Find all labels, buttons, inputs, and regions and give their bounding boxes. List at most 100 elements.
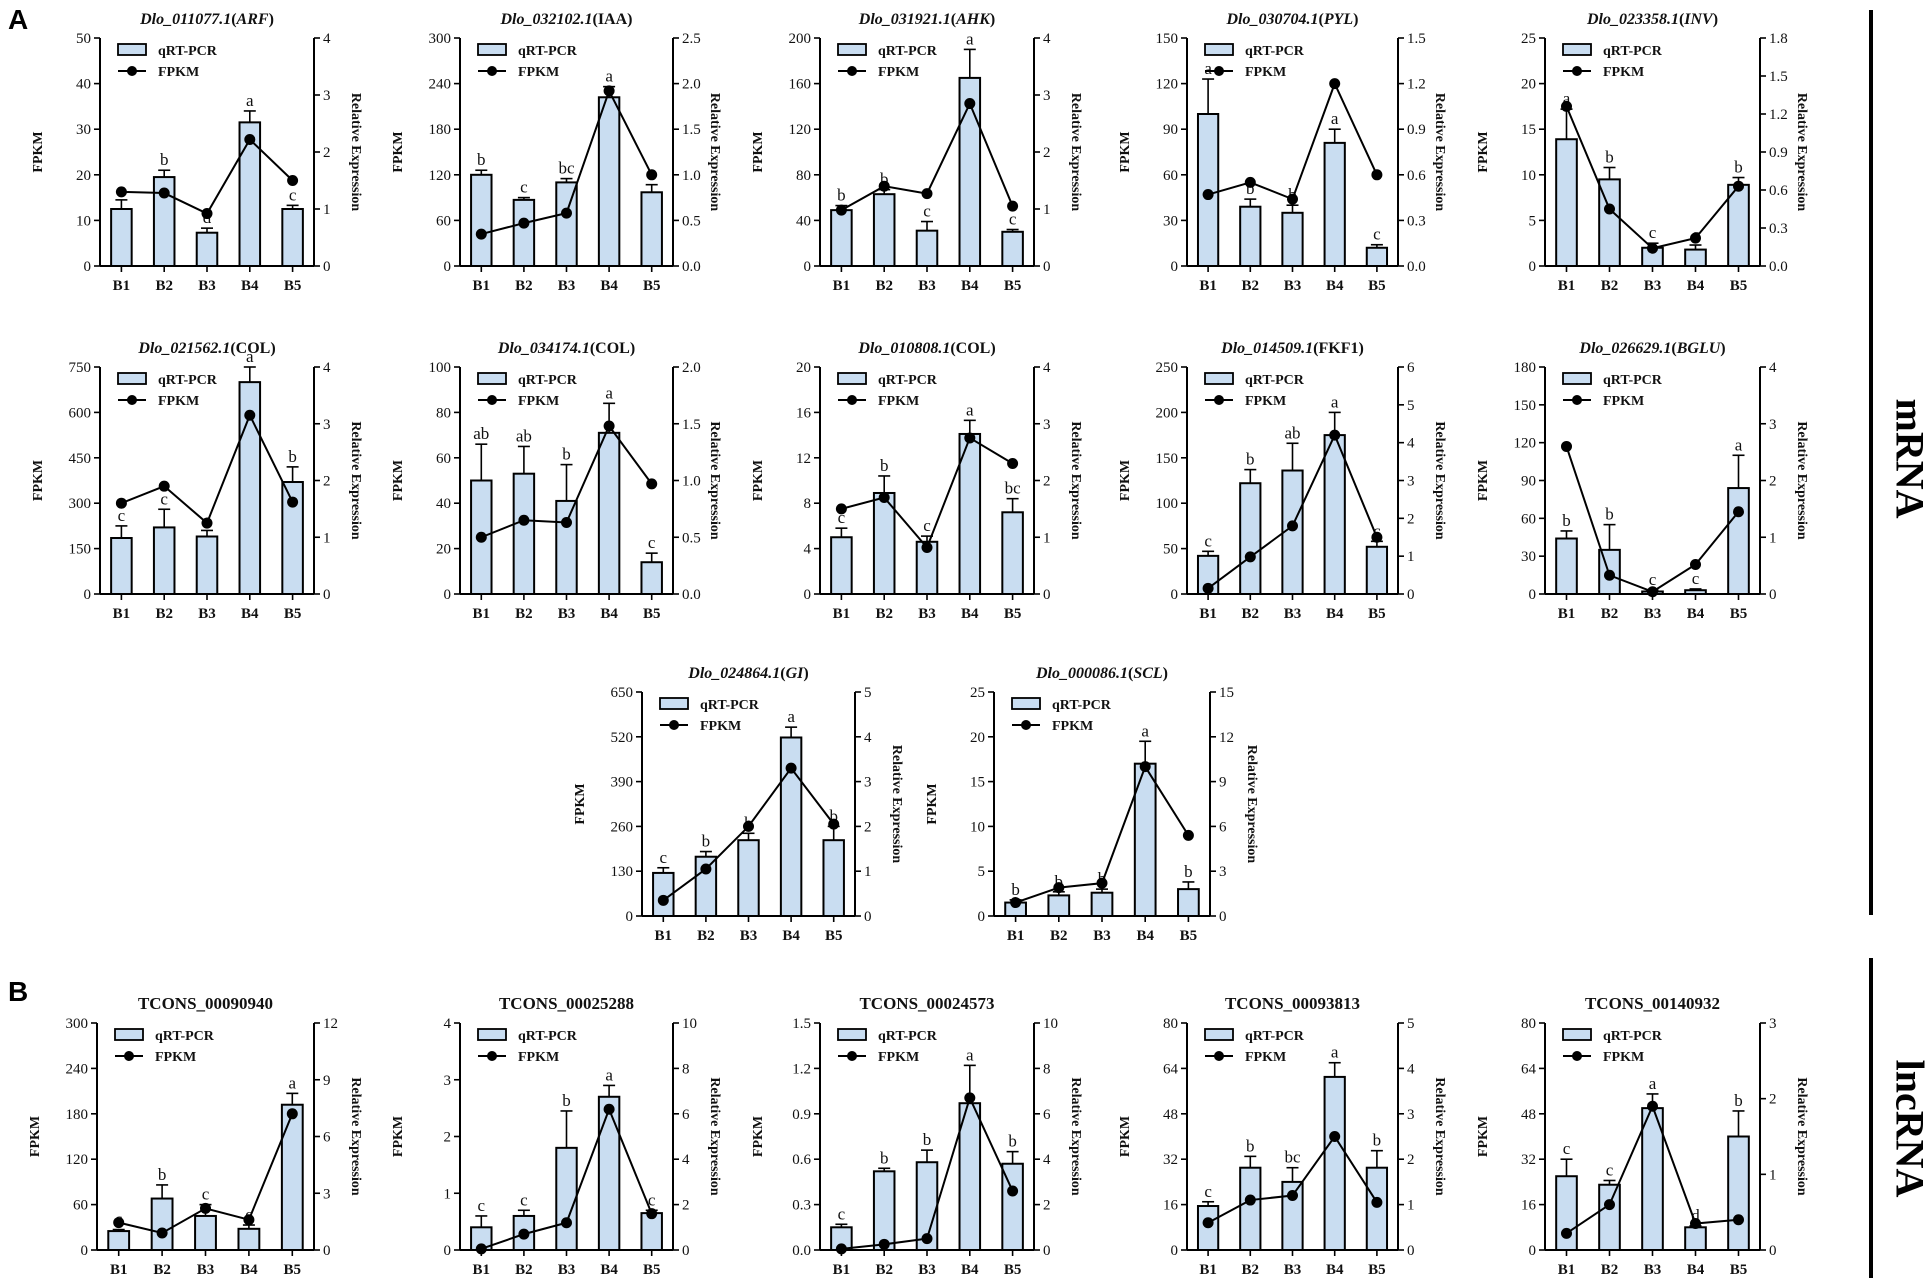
x-tick-label-B1: B1 (113, 606, 131, 622)
fpkm-point-B1 (835, 1243, 847, 1255)
legend-line-marker (669, 720, 679, 730)
left-tick-label: 150 (1514, 398, 1537, 414)
legend-bar-label: qRT-PCR (518, 1029, 578, 1044)
right-tick-label: 6 (1219, 819, 1227, 835)
fpkm-point-B2 (1604, 1199, 1615, 1211)
right-tick-label: 3 (864, 775, 872, 791)
legend-bar-label: qRT-PCR (1603, 44, 1663, 59)
significance-label: d (1691, 1206, 1700, 1225)
left-tick-label: 600 (69, 405, 92, 421)
fpkm-point-B5 (1007, 200, 1019, 212)
chart-11: Dlo_024864.1(GI)cbbab0130260390520650012… (573, 665, 904, 944)
fpkm-point-B2 (878, 1238, 890, 1250)
significance-label: c (838, 1204, 846, 1223)
chart-4: Dlo_030704.1(PYL)abbac03060901201500.00.… (1118, 11, 1447, 294)
chart-title: Dlo_026629.1(BGLU) (1578, 340, 1725, 357)
left-tick-label: 200 (789, 31, 812, 47)
bar-B4 (1323, 141, 1346, 268)
right-tick-label: 0.0 (682, 259, 701, 275)
left-axis-title: FPKM (573, 783, 588, 824)
fpkm-point-B5 (1733, 506, 1744, 518)
fpkm-point-B1 (113, 1217, 125, 1229)
legend-bar-label: qRT-PCR (518, 373, 578, 388)
fpkm-point-B2 (1244, 1194, 1256, 1206)
x-tick-label-B2: B2 (875, 606, 893, 622)
significance-label: a (1563, 89, 1571, 108)
significance-label: b (477, 150, 486, 169)
bar-B2 (872, 193, 896, 267)
left-tick-label: 20 (76, 168, 91, 184)
chart-2: Dlo_032102.1(IAA)bcbcac0601201802403000.… (391, 11, 722, 294)
left-tick-label: 0 (1171, 1243, 1179, 1259)
fpkm-line (121, 412, 294, 525)
significance-label: b (1055, 872, 1064, 891)
right-axis-title: Relative Expression (1432, 93, 1447, 212)
x-tick-label-B5: B5 (643, 1262, 661, 1278)
right-tick-label: 1 (1407, 1198, 1415, 1214)
right-tick-label: 0.5 (682, 213, 701, 229)
bar-B2 (1239, 205, 1262, 267)
right-tick-label: 0.0 (1769, 259, 1788, 275)
x-tick-label-B5: B5 (1730, 606, 1748, 622)
chart-title: TCONS_00140932 (1585, 994, 1720, 1013)
significance-label: c (648, 533, 656, 552)
fpkm-point-B1 (115, 186, 127, 198)
chart-title: Dlo_030704.1(PYL) (1226, 11, 1359, 28)
x-tick-label-B4: B4 (961, 1262, 979, 1278)
right-tick-label: 4 (1407, 436, 1415, 452)
legend-line-label: FPKM (878, 394, 919, 409)
fpkm-point-B4 (1690, 558, 1701, 570)
right-axis-title: Relative Expression (1794, 93, 1809, 212)
chart-title-gene: Dlo_023358.1 (1586, 11, 1679, 28)
chart-title-gene: Dlo_032102.1 (500, 11, 593, 28)
bar-B5 (822, 839, 845, 918)
x-tick-label-B1: B1 (1199, 606, 1217, 622)
chart-title-symbol: INV (1683, 11, 1714, 28)
x-tick-label-B3: B3 (198, 278, 216, 294)
chart-title-symbol: SCL (1133, 665, 1163, 682)
fpkm-point-B5 (646, 478, 658, 490)
significance-label: c (838, 508, 846, 527)
left-tick-label: 250 (1156, 360, 1179, 376)
left-tick-label: 16 (1163, 1198, 1179, 1214)
legend-line-marker (1572, 1051, 1582, 1061)
right-tick-label: 3 (323, 417, 331, 433)
significance-label: b (158, 1165, 167, 1184)
legend-line-label: FPKM (518, 1050, 559, 1065)
significance-label: a (966, 400, 974, 419)
legend-bar-swatch (117, 372, 147, 385)
legend-line-label: FPKM (158, 394, 199, 409)
significance-label: c (118, 506, 126, 525)
fpkm-point-B2 (1604, 203, 1615, 215)
significance-label: a (1735, 435, 1743, 454)
bar-B4 (1684, 1226, 1707, 1252)
chart-title-gene: Dlo_031921.1 (858, 11, 951, 28)
legend-bar-swatch (477, 1028, 507, 1041)
chart-title-paren: ) (269, 11, 274, 28)
right-tick-label: 1.5 (682, 417, 701, 433)
right-axis-title: Relative Expression (889, 745, 904, 864)
legend-bar-label: qRT-PCR (1603, 373, 1663, 388)
x-tick-label-B2: B2 (875, 1262, 893, 1278)
right-tick-label: 4 (1769, 360, 1777, 376)
left-tick-label: 50 (76, 31, 91, 47)
left-tick-label: 120 (429, 168, 452, 184)
bar-B2 (872, 1170, 896, 1251)
fpkm-point-B5 (1371, 1196, 1383, 1208)
x-tick-label-B1: B1 (1558, 278, 1576, 294)
chart-title-symbol: GI (786, 665, 805, 682)
right-tick-label: 6 (682, 1107, 690, 1123)
x-tick-label-B3: B3 (558, 1262, 576, 1278)
chart-title-paren: ( (1679, 11, 1684, 28)
x-tick-label-B3: B3 (1284, 606, 1302, 622)
significance-label: c (1649, 570, 1657, 589)
right-tick-label: 1.2 (1407, 77, 1426, 93)
panel-a-label: A (8, 4, 29, 35)
chart-title-gene: Dlo_024864.1 (687, 665, 780, 682)
right-tick-label: 2.5 (682, 31, 701, 47)
right-tick-label: 3 (1769, 1016, 1777, 1032)
x-tick-label-B5: B5 (284, 606, 302, 622)
left-tick-label: 200 (1156, 405, 1179, 421)
